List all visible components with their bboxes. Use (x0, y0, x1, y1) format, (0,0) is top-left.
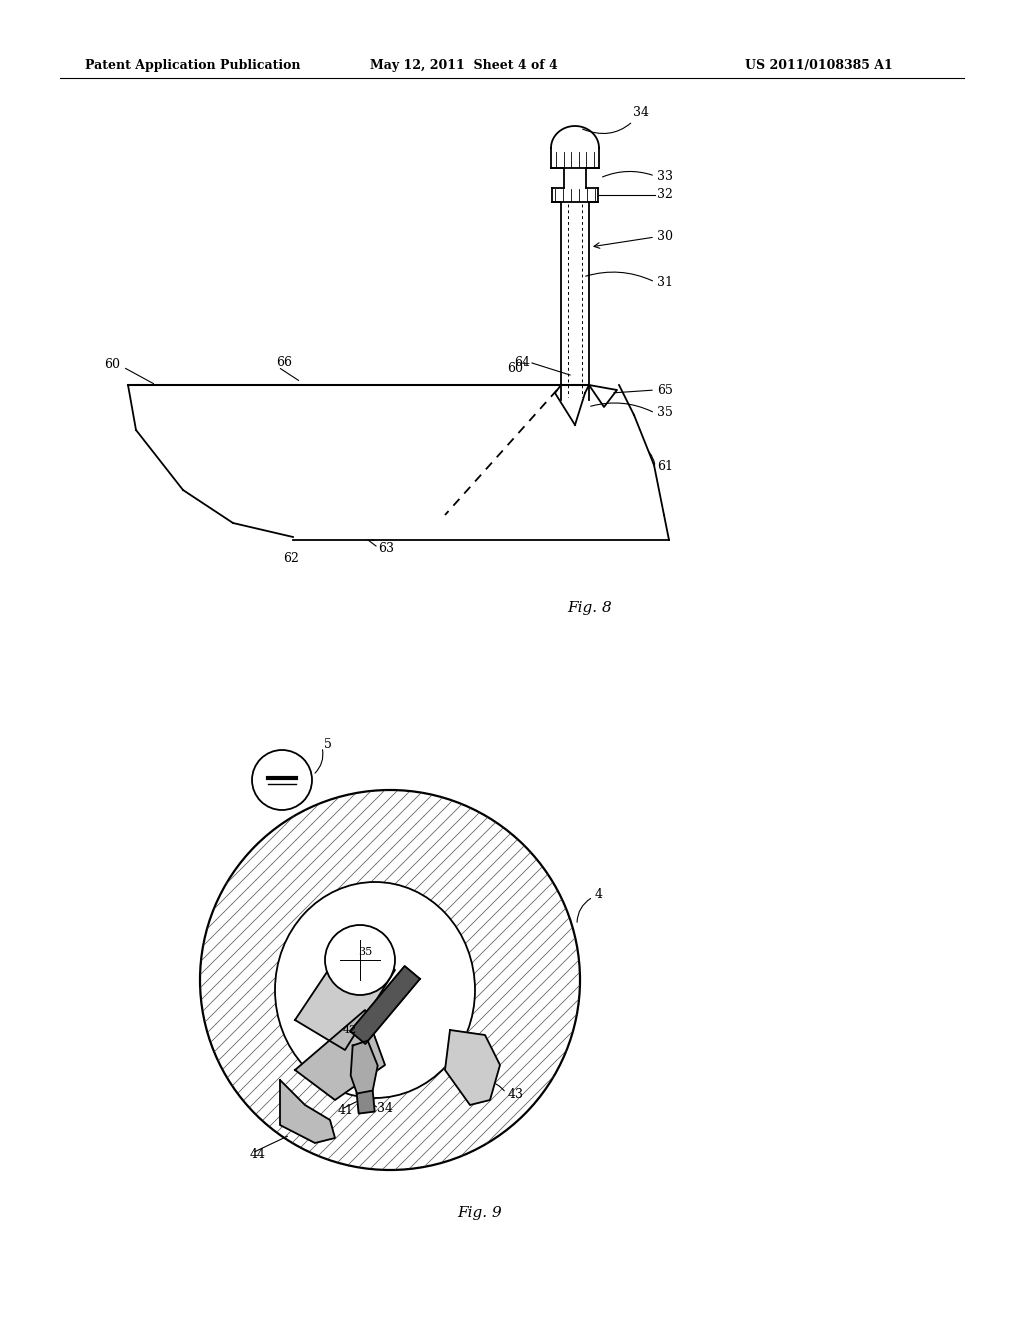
Circle shape (325, 925, 395, 995)
Polygon shape (295, 931, 395, 1049)
Polygon shape (350, 1040, 378, 1096)
Polygon shape (445, 1030, 500, 1105)
Polygon shape (295, 1010, 385, 1100)
Text: 66: 66 (276, 356, 292, 370)
Text: 43: 43 (508, 1089, 524, 1101)
Polygon shape (350, 966, 420, 1044)
Text: 60: 60 (104, 359, 120, 371)
Text: 34: 34 (583, 106, 649, 133)
Circle shape (252, 750, 312, 810)
Text: 64: 64 (514, 356, 530, 370)
Text: Patent Application Publication: Patent Application Publication (85, 58, 300, 71)
Text: 42: 42 (343, 1026, 357, 1035)
Text: May 12, 2011  Sheet 4 of 4: May 12, 2011 Sheet 4 of 4 (370, 58, 558, 71)
Text: 31: 31 (657, 276, 673, 289)
Text: 35: 35 (357, 946, 372, 957)
Text: 62: 62 (283, 552, 299, 565)
Text: 35: 35 (657, 407, 673, 420)
Text: 34: 34 (377, 1102, 392, 1115)
Text: Fig. 8: Fig. 8 (567, 601, 612, 615)
Text: US 2011/0108385 A1: US 2011/0108385 A1 (745, 58, 893, 71)
Text: 60': 60' (508, 363, 527, 375)
Polygon shape (280, 1080, 335, 1143)
Text: 4: 4 (595, 888, 603, 902)
Text: 5: 5 (324, 738, 332, 751)
Text: 33: 33 (657, 169, 673, 182)
Ellipse shape (200, 789, 580, 1170)
Text: 65: 65 (657, 384, 673, 396)
Text: Fig. 9: Fig. 9 (458, 1206, 503, 1220)
Text: 30: 30 (657, 231, 673, 243)
Text: 32: 32 (657, 189, 673, 202)
Text: 61: 61 (657, 461, 673, 474)
Text: 41: 41 (338, 1104, 353, 1117)
Text: 63: 63 (378, 541, 394, 554)
Ellipse shape (275, 882, 475, 1098)
Text: 44: 44 (250, 1148, 266, 1162)
Polygon shape (356, 1090, 375, 1114)
